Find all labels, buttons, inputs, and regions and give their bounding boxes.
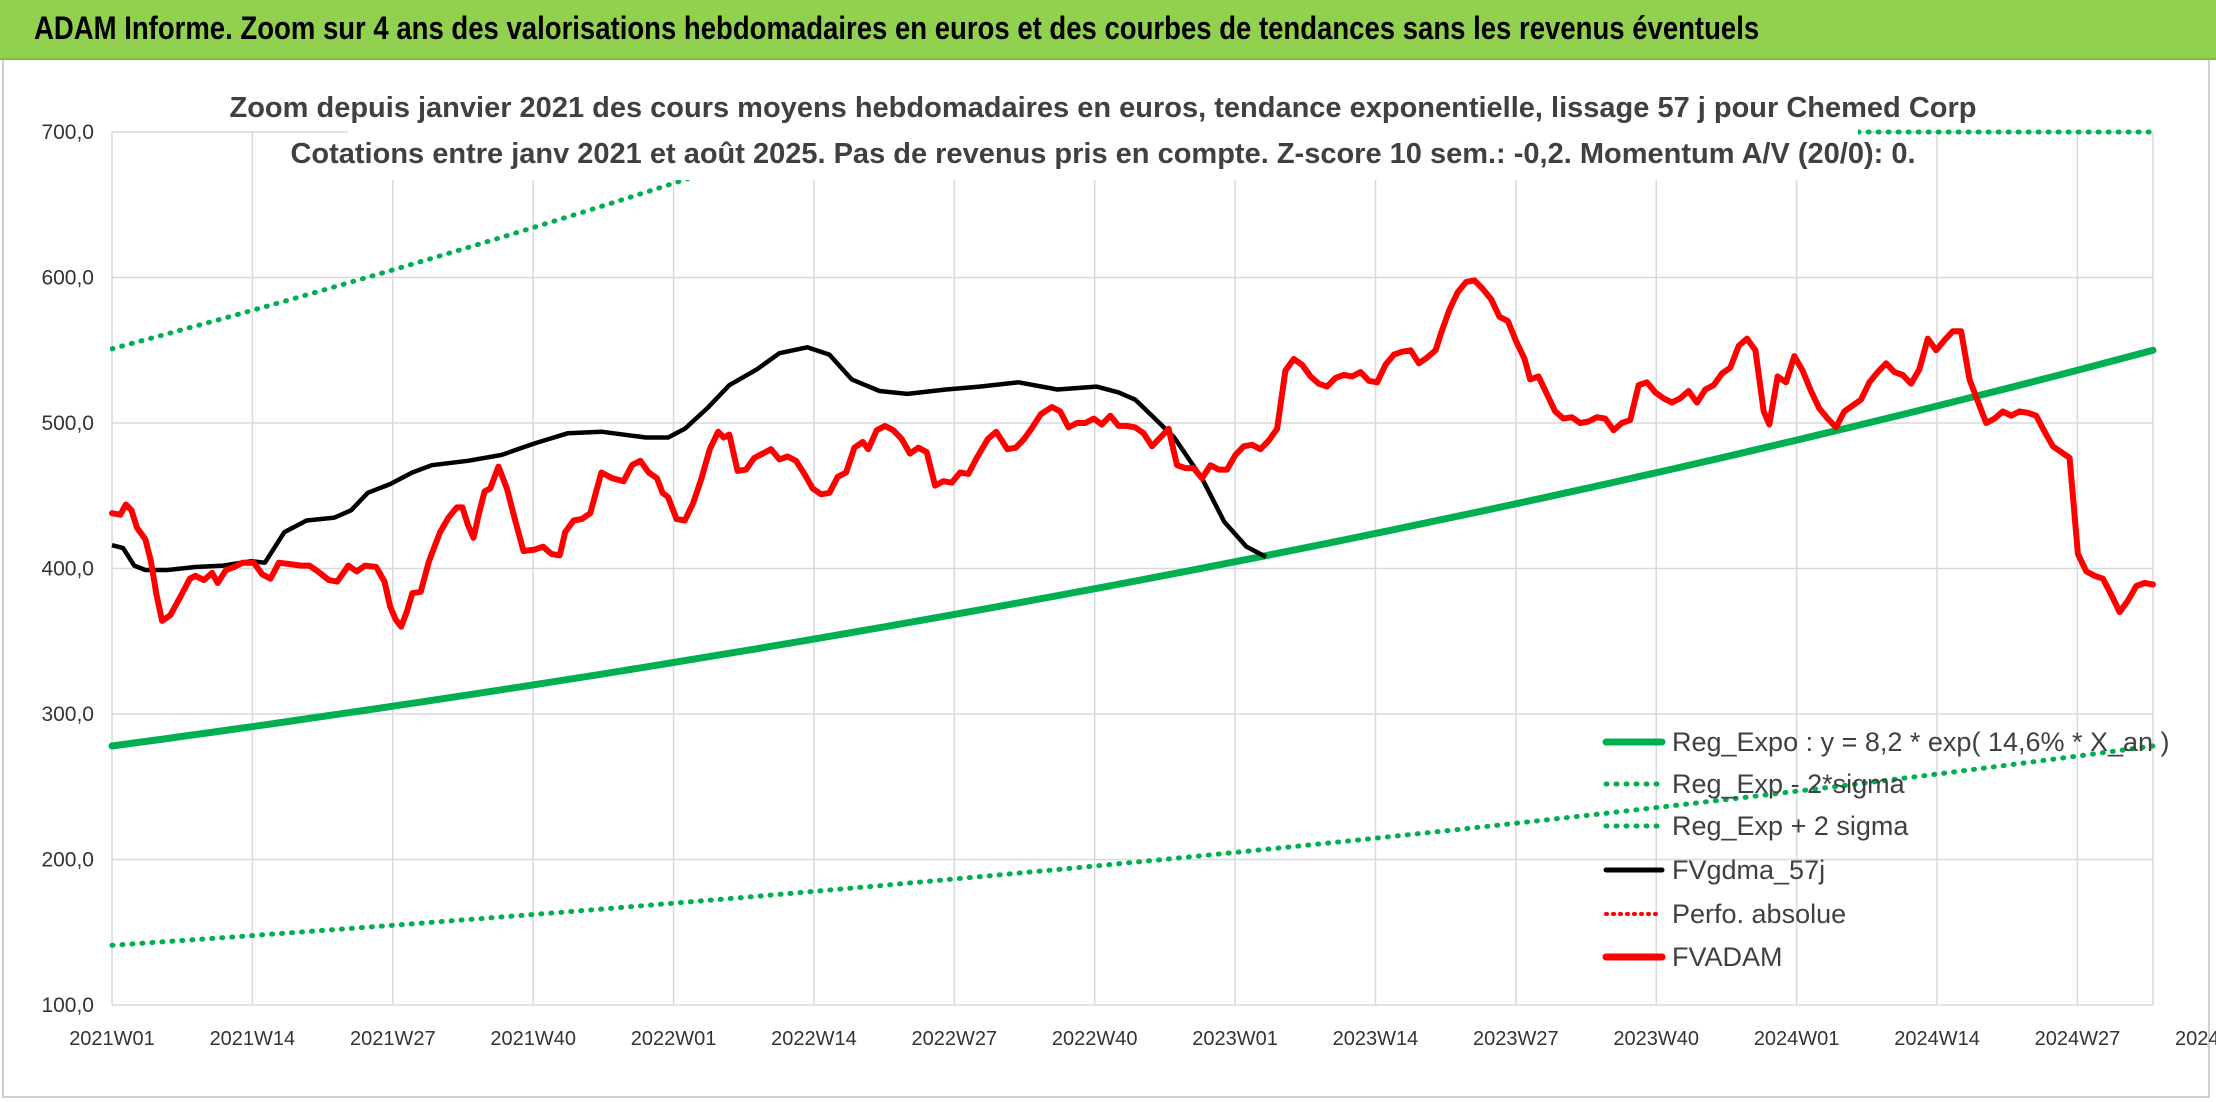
- page-title: ADAM Informe. Zoom sur 4 ans des valoris…: [34, 10, 1760, 46]
- legend-label: Perfo. absolue: [1672, 899, 1846, 929]
- series-reg-exp-minus-2sigma: [109, 743, 2156, 948]
- x-tick-label: 2023W40: [1613, 1028, 1699, 1050]
- y-tick-label: 700,0: [41, 121, 94, 144]
- x-tick-label: 2023W14: [1333, 1028, 1419, 1050]
- chart-subtitle-line-1: Zoom depuis janvier 2021 des cours moyen…: [230, 92, 1977, 124]
- x-tick-label: 2021W14: [210, 1028, 296, 1050]
- y-tick-label: 100,0: [41, 994, 94, 1017]
- x-tick-label: 2022W14: [771, 1028, 857, 1050]
- y-tick-label: 200,0: [41, 849, 94, 872]
- x-tick-label: 2021W27: [350, 1028, 436, 1050]
- legend-label: Reg_Exp - 2*sigma: [1672, 769, 1906, 799]
- x-axis-ticks: 2021W01 2021W14 2021W27 2021W40 2022W01 2022W…: [69, 1028, 2216, 1050]
- x-tick-label: 2024W01: [1754, 1028, 1840, 1050]
- x-tick-label: 2022W40: [1052, 1028, 1138, 1050]
- series-reg-expo: [108, 346, 2157, 750]
- chart-frame: [2, 60, 2210, 1098]
- series-fvadam: [109, 277, 2156, 630]
- legend-label: FVADAM: [1672, 942, 1783, 972]
- y-tick-label: 600,0: [41, 267, 94, 290]
- x-tick-label: 2021W01: [69, 1028, 155, 1050]
- x-tick-label: 2022W27: [912, 1028, 998, 1050]
- y-tick-label: 400,0: [41, 558, 94, 581]
- legend-label: FVgdma_57j: [1672, 855, 1825, 885]
- legend: Reg_Expo : y = 8,2 * exp( 14,6% * X_an )…: [1602, 727, 2170, 972]
- x-tick-label: 2023W27: [1473, 1028, 1559, 1050]
- legend-label: Reg_Expo : y = 8,2 * exp( 14,6% * X_an ): [1672, 727, 2170, 757]
- chart-subtitle-line-2: Cotations entre janv 2021 et août 2025. …: [290, 138, 1915, 170]
- legend-label: Reg_Exp + 2 sigma: [1672, 811, 1909, 841]
- x-tick-label: 2023W01: [1192, 1028, 1278, 1050]
- x-tick-label: 2022W01: [631, 1028, 717, 1050]
- x-tick-label: 2024W27: [2035, 1028, 2121, 1050]
- subtitle-background: [348, 84, 1858, 180]
- y-tick-label: 500,0: [41, 412, 94, 435]
- x-tick-label: 2024W14: [1894, 1028, 1980, 1050]
- x-tick-label: 2021W40: [490, 1028, 576, 1050]
- series-fvgdma-57j: [111, 345, 1268, 573]
- x-tick-label: 2024W40: [2175, 1028, 2216, 1050]
- y-tick-label: 300,0: [41, 703, 94, 726]
- y-axis-ticks: 100,0 200,0 300,0 400,0 500,0 600,0 700,0: [41, 121, 94, 1017]
- header-bar: ADAM Informe. Zoom sur 4 ans des valoris…: [0, 0, 2216, 60]
